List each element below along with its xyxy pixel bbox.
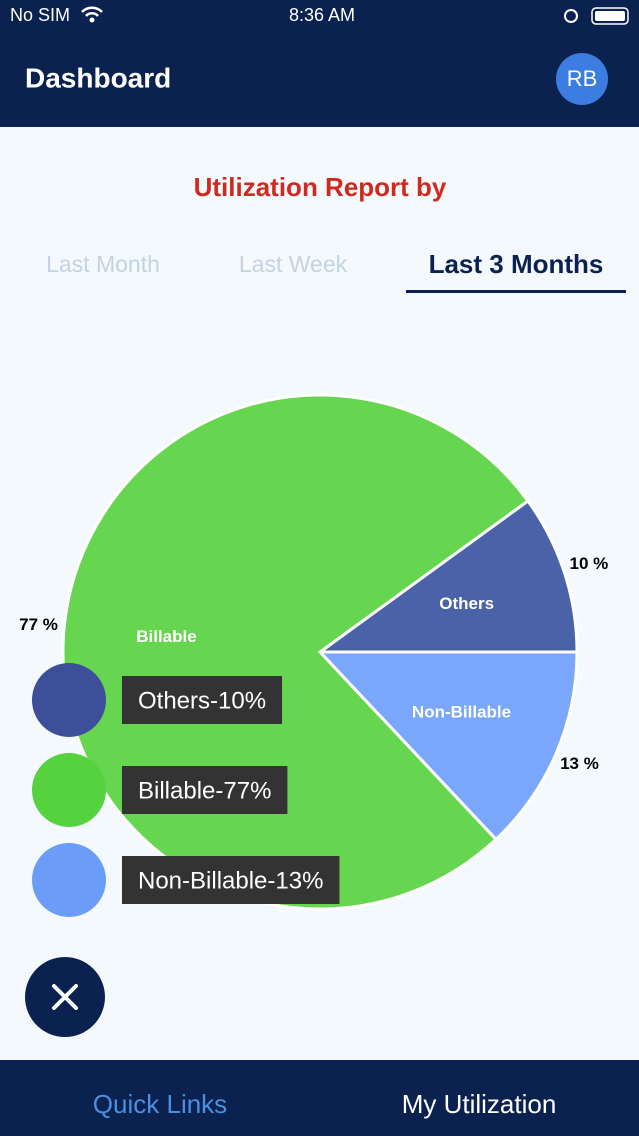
close-icon xyxy=(52,984,78,1010)
nav-item[interactable]: Quick Links xyxy=(93,1089,227,1119)
dial-button[interactable] xyxy=(32,753,106,827)
avatar[interactable] xyxy=(556,53,608,105)
dial-button[interactable] xyxy=(32,663,106,737)
app-bar xyxy=(0,0,639,127)
slice-label: Billable xyxy=(136,627,196,646)
chart-title: Utilization Report by xyxy=(194,172,447,202)
speed-dial: Others-10% Billable-77% Non-Billable-13% xyxy=(32,663,340,917)
tab[interactable]: Last Month xyxy=(46,251,160,277)
nav-item[interactable]: My Utilization xyxy=(402,1089,557,1119)
wifi-icon xyxy=(81,6,103,17)
dial-label: Others-10% xyxy=(138,687,266,714)
dial-label-box xyxy=(122,766,288,814)
dial-button[interactable] xyxy=(32,843,106,917)
carrier: No SIM xyxy=(10,5,70,25)
header-title: Dashboard xyxy=(25,62,171,93)
pie-slice xyxy=(315,498,579,654)
bottom-nav xyxy=(0,1060,639,1136)
tab-active[interactable]: Last 3 Months xyxy=(429,249,604,279)
dial-label: Billable-77% xyxy=(138,777,271,804)
battery xyxy=(591,7,629,25)
slice-label: Non-Billable xyxy=(412,703,511,722)
dial-label-box xyxy=(122,676,283,724)
lock-icon xyxy=(564,9,578,23)
pie-slice xyxy=(316,650,579,842)
wifi-dot xyxy=(89,17,95,23)
data-label: 10 % xyxy=(569,554,608,573)
dial-label: Non-Billable-13% xyxy=(138,867,323,894)
tab[interactable]: Last Week xyxy=(239,251,348,277)
data-label: 13 % xyxy=(560,754,599,773)
data-label: 77 % xyxy=(19,615,58,634)
dial-label-box xyxy=(122,856,340,904)
tab-underline xyxy=(406,290,626,293)
slice-label: Others xyxy=(439,594,494,613)
clock: 8:36 AM xyxy=(289,5,355,25)
avatar-initials[interactable]: RB xyxy=(567,66,598,91)
battery-level xyxy=(595,11,625,21)
